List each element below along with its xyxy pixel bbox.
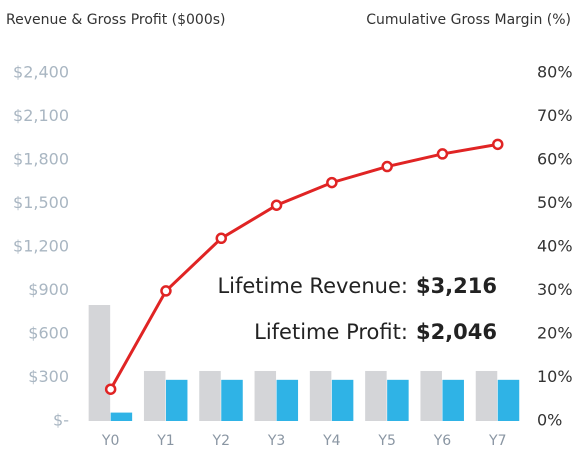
x-tick-label: Y5 [377,433,395,449]
annotation: Lifetime Profit: $2,046 [254,320,497,344]
y-tick-label: $1,500 [13,193,69,212]
y-tick-label: $1,800 [13,150,69,169]
bar [221,379,243,421]
y2-axis-title: Cumulative Gross Margin (%) [366,12,571,28]
x-tick-label: Y6 [433,433,452,449]
annotation-label: Lifetime Profit: [254,320,408,344]
annotation: Lifetime Revenue: $3,216 [217,274,497,298]
bar [365,370,387,421]
y-tick-label: $- [53,411,69,430]
y2-tick-label: 80% [537,63,573,82]
bar [497,379,520,421]
bar [165,379,188,421]
bar [88,305,111,421]
line-marker [270,199,283,211]
x-tick-label: Y0 [101,433,119,449]
y-tick-label: $2,400 [13,63,69,82]
bar [254,370,277,421]
bar [387,379,409,421]
line-marker [104,383,117,395]
y2-tick-label: 20% [537,324,573,343]
bar [110,412,133,421]
x-tick-label: Y4 [322,433,341,449]
annotation-value: $3,216 [416,274,497,298]
bar [309,370,332,421]
line-marker [381,160,393,173]
annotation-label: Lifetime Revenue: [217,274,408,298]
line-marker [492,138,504,151]
line-marker [326,176,338,189]
y2-tick-label: 70% [537,106,573,125]
bar [199,370,221,421]
bar [442,379,464,421]
x-tick-label: Y1 [156,433,174,449]
y-tick-label: $900 [28,280,69,299]
line-marker [436,148,449,160]
x-tick-label: Y2 [212,433,230,449]
x-tick-label: Y7 [488,433,506,449]
y-tick-label: $600 [28,324,69,343]
annotation-value: $2,046 [416,320,497,344]
x-tick-label: Y3 [267,433,285,449]
line-marker [160,285,172,297]
bar [331,379,354,421]
y-tick-label: $300 [28,367,69,386]
y2-tick-label: 0% [537,411,562,430]
bar [420,370,442,421]
bar [143,370,166,421]
y2-tick-label: 60% [537,150,573,169]
line-marker [215,232,227,245]
y2-tick-label: 30% [537,280,573,299]
bar [475,370,498,421]
bar [276,379,299,421]
y2-tick-label: 40% [537,237,573,256]
y-tick-label: $1,200 [13,237,69,256]
y2-tick-label: 50% [537,193,573,212]
line [109,142,499,390]
y-tick-label: $2,100 [13,106,69,125]
y2-tick-label: 10% [537,367,573,386]
y-axis-title: Revenue & Gross Profit ($000s) [6,12,226,28]
